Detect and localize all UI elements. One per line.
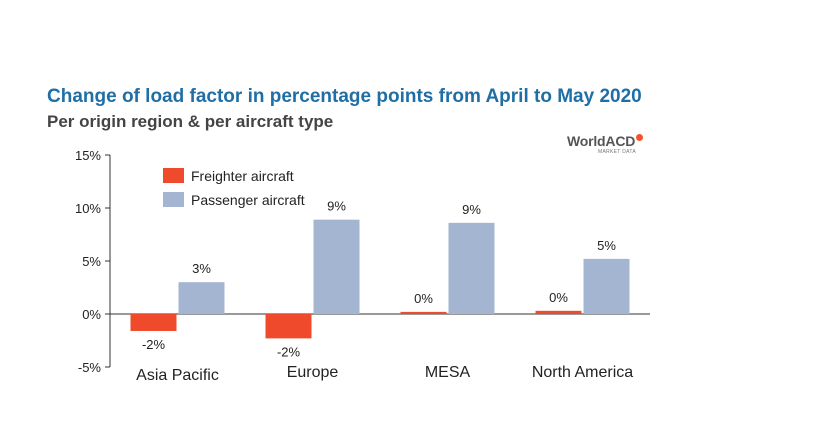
- data-label: 3%: [192, 261, 211, 276]
- y-tick-label: 5%: [82, 254, 101, 269]
- legend-label: Freighter aircraft: [191, 168, 294, 184]
- x-tick-label: MESA: [425, 364, 471, 381]
- bar-freighter: [401, 312, 447, 314]
- y-tick-label: -5%: [78, 360, 102, 375]
- bar-passenger: [584, 259, 630, 314]
- chart-legend: Freighter aircraft Passenger aircraft: [163, 168, 305, 208]
- bar-freighter: [266, 314, 312, 338]
- y-tick-label: 15%: [75, 148, 101, 163]
- x-tick-label: Asia Pacific: [136, 367, 219, 384]
- data-label: 0%: [549, 290, 568, 305]
- bar-freighter: [536, 311, 582, 314]
- y-tick-label: 10%: [75, 201, 101, 216]
- data-label: 9%: [462, 202, 481, 217]
- data-label: 0%: [414, 291, 433, 306]
- bar-passenger: [449, 223, 495, 314]
- legend-swatch-passenger: [163, 192, 184, 207]
- bar-passenger: [179, 282, 225, 314]
- bar-chart: -5% 0% 5% 10% 15% -2% 3% Asia Pacific -2% 9% Euro…: [0, 0, 831, 447]
- y-tick-label: 0%: [82, 307, 101, 322]
- data-label: -2%: [277, 344, 301, 359]
- data-label: -2%: [142, 337, 166, 352]
- bar-passenger: [314, 220, 360, 314]
- data-label: 9%: [327, 199, 346, 214]
- legend-swatch-freighter: [163, 168, 184, 183]
- legend-label: Passenger aircraft: [191, 192, 305, 208]
- data-label: 5%: [597, 238, 616, 253]
- bar-freighter: [131, 314, 177, 331]
- x-tick-label: North America: [532, 364, 633, 381]
- chart-bars: [131, 220, 630, 339]
- x-tick-label: Europe: [287, 364, 339, 381]
